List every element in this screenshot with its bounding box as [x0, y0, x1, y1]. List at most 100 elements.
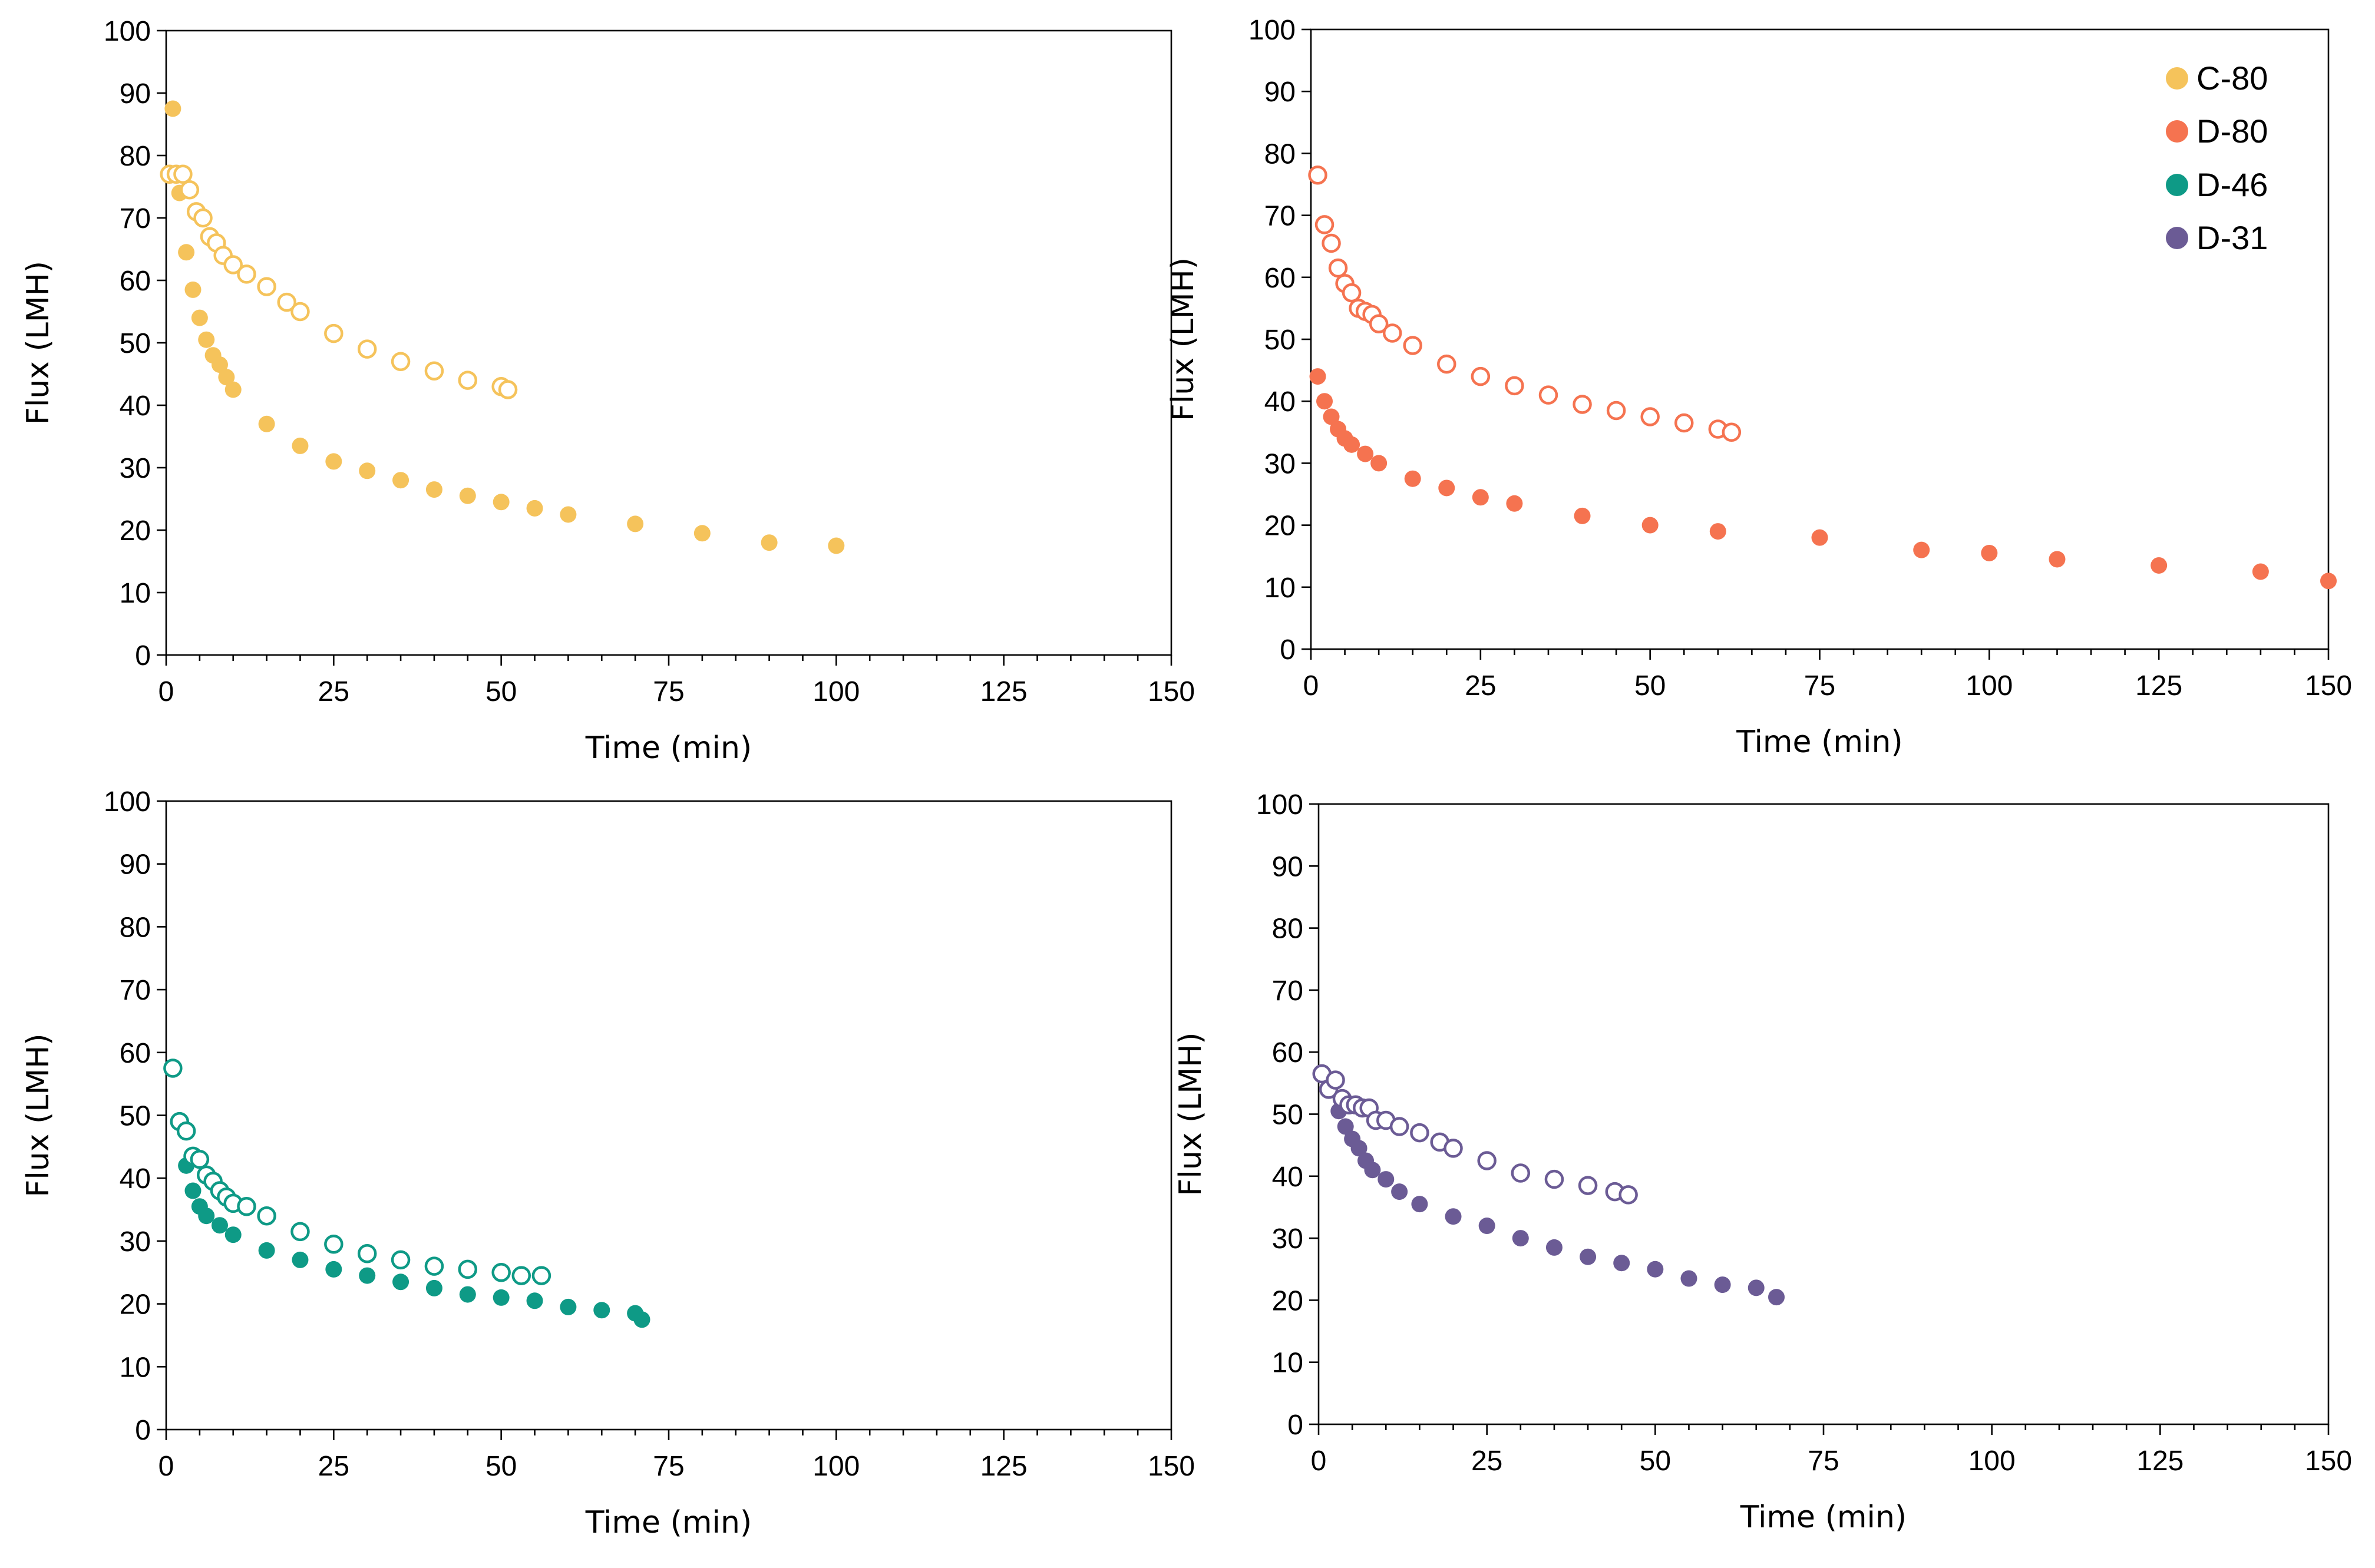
data-point — [1370, 455, 1388, 472]
data-point — [1410, 1123, 1429, 1143]
plot-frame — [165, 29, 1172, 656]
data-point — [2320, 573, 2337, 590]
data-point — [198, 331, 215, 348]
data-point — [258, 1242, 275, 1259]
y-axis-title: Flux (LMH) — [1165, 257, 1201, 421]
data-point — [224, 1226, 242, 1243]
data-point — [511, 1266, 531, 1285]
data-point — [526, 1292, 543, 1309]
data-point — [1342, 283, 1362, 303]
data-point — [493, 1289, 510, 1306]
data-point — [1574, 507, 1591, 524]
data-point — [425, 481, 442, 498]
x-tick-label: 150 — [2305, 670, 2352, 702]
x-tick-label: 150 — [1148, 676, 1195, 707]
series-C-80-open — [160, 164, 518, 399]
y-tick-label: 30 — [120, 1226, 151, 1258]
y-tick-label: 50 — [120, 1101, 151, 1132]
legend-marker-d46 — [2166, 174, 2188, 196]
y-tick-label: 40 — [120, 1163, 151, 1195]
data-point — [1337, 1118, 1354, 1135]
data-point — [173, 164, 193, 184]
y-axis-title: Flux (LMH) — [1173, 1032, 1208, 1196]
data-point — [1580, 1248, 1597, 1265]
data-point — [1328, 258, 1348, 278]
data-point — [498, 380, 518, 399]
plot-frame — [165, 800, 1172, 1431]
data-point — [1437, 354, 1456, 374]
data-point — [1618, 1185, 1638, 1205]
y-tick-label: 10 — [120, 1352, 151, 1383]
data-point — [1438, 479, 1455, 497]
y-tick-label: 50 — [1264, 325, 1296, 356]
legend-label-d46: D-46 — [2196, 166, 2268, 203]
x-tick-label: 25 — [318, 676, 349, 707]
data-point — [560, 506, 577, 523]
y-tick-label: 20 — [1264, 511, 1296, 542]
x-tick-label: 100 — [812, 1451, 860, 1482]
x-tick-label: 100 — [1968, 1445, 2016, 1477]
data-point — [1768, 1289, 1785, 1306]
data-point — [1748, 1279, 1765, 1296]
data-point — [693, 525, 711, 542]
data-point — [1314, 215, 1335, 234]
y-tick-label: 100 — [1248, 15, 1296, 46]
x-tick-label: 25 — [1465, 670, 1496, 702]
data-point — [184, 281, 202, 298]
data-point — [424, 361, 444, 381]
legend-label-c80: C-80 — [2196, 59, 2268, 97]
data-point — [627, 515, 644, 532]
data-point — [324, 1234, 343, 1254]
x-tick-label: 125 — [980, 676, 1028, 707]
data-point — [1680, 1270, 1697, 1287]
x-tick-label: 0 — [158, 1451, 174, 1482]
data-point — [424, 1256, 444, 1276]
data-point — [1308, 165, 1327, 185]
data-point — [526, 499, 543, 517]
data-point — [493, 494, 510, 511]
x-axis-title: Time (min) — [1736, 725, 1902, 760]
data-point — [1714, 1276, 1731, 1294]
y-tick-label: 0 — [1287, 1410, 1303, 1441]
x-tick-label: 0 — [1303, 670, 1319, 702]
legend-label-d80: D-80 — [2196, 113, 2268, 150]
x-tick-label: 75 — [1804, 670, 1835, 702]
data-point — [198, 1208, 215, 1225]
data-point — [277, 292, 296, 312]
y-tick-label: 20 — [120, 1289, 151, 1321]
y-tick-label: 30 — [1264, 448, 1296, 479]
x-tick-label: 100 — [1966, 670, 2013, 702]
x-tick-label: 125 — [2135, 670, 2182, 702]
data-point — [191, 309, 208, 326]
x-tick-label: 150 — [1148, 1451, 1195, 1482]
data-point — [458, 1259, 478, 1279]
data-point — [1512, 1230, 1529, 1247]
data-point — [325, 453, 342, 470]
y-tick-label: 100 — [1256, 789, 1303, 821]
y-axis-title: Flux (LMH) — [21, 261, 56, 425]
y-tick-label: 90 — [1264, 77, 1296, 108]
data-point — [237, 1196, 256, 1216]
y-tick-label: 0 — [135, 640, 151, 671]
data-point — [1538, 385, 1558, 405]
data-point — [257, 1206, 276, 1226]
data-point — [1544, 1169, 1564, 1189]
data-point — [392, 1273, 409, 1291]
data-point — [178, 244, 195, 261]
data-point — [180, 180, 200, 200]
data-point — [560, 1298, 577, 1315]
data-point — [325, 1261, 342, 1278]
y-tick-label: 80 — [120, 141, 151, 172]
data-point — [392, 472, 409, 489]
x-tick-label: 100 — [812, 676, 860, 707]
x-tick-label: 50 — [485, 676, 517, 707]
data-point — [1389, 1117, 1409, 1136]
data-point — [1357, 445, 1374, 462]
y-tick-label: 30 — [1272, 1223, 1303, 1255]
data-point — [1578, 1176, 1598, 1195]
y-tick-label: 40 — [1272, 1162, 1303, 1193]
data-point — [459, 487, 476, 504]
data-point — [359, 462, 376, 479]
y-tick-label: 0 — [1280, 634, 1296, 666]
data-point — [290, 302, 310, 322]
